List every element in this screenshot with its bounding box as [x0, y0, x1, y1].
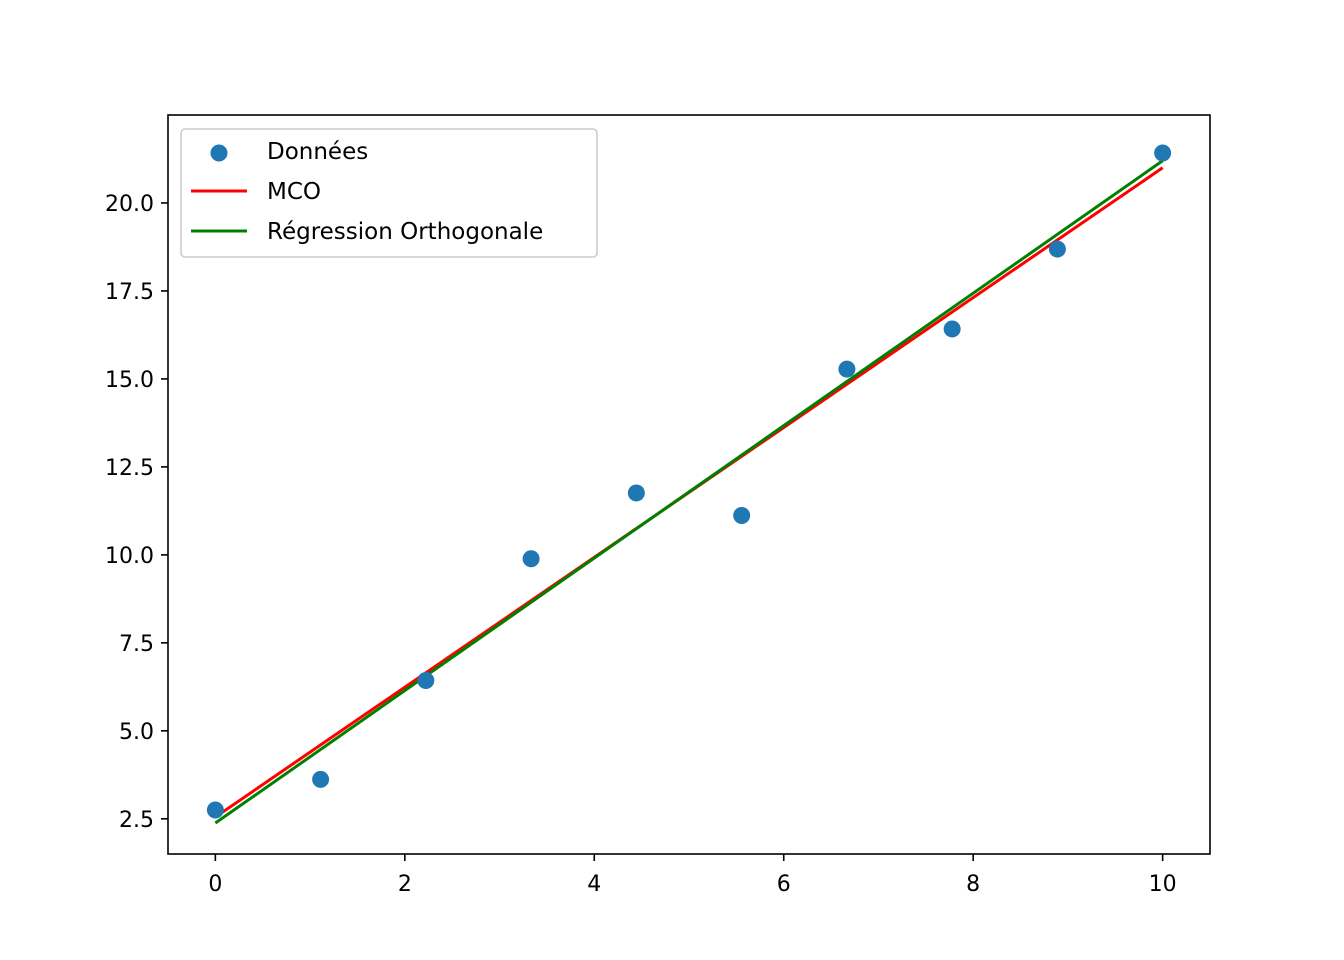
data-point: [627, 484, 645, 502]
y-tick-label: 12.5: [105, 456, 154, 481]
data-point: [1154, 144, 1172, 162]
x-tick-label: 6: [777, 872, 791, 897]
x-tick-label: 10: [1149, 872, 1177, 897]
y-tick-label: 20.0: [105, 192, 154, 217]
data-point: [312, 770, 330, 788]
data-point: [522, 550, 540, 568]
legend: Données MCO Régression Orthogonale: [180, 128, 598, 258]
x-tick-label: 4: [587, 872, 601, 897]
data-points: [206, 144, 1172, 819]
y-tick-label: 17.5: [105, 280, 154, 305]
legend-label: Données: [267, 139, 368, 165]
data-point: [733, 506, 751, 524]
data-point: [417, 672, 435, 690]
y-axis-ticks: 2.5 5.0 7.5 10.0 12.5 15.0 17.5 20.0: [105, 192, 168, 833]
x-tick-label: 0: [208, 872, 222, 897]
regression-lines: [214, 159, 1164, 825]
legend-marker-scatter: [210, 144, 228, 162]
y-tick-label: 10.0: [105, 544, 154, 569]
line-orthogonal-regression: [214, 159, 1164, 825]
data-point: [1048, 240, 1066, 258]
y-tick-label: 5.0: [119, 720, 154, 745]
legend-box: [180, 128, 598, 258]
y-tick-label: 7.5: [119, 632, 154, 657]
data-point: [943, 320, 961, 338]
x-tick-label: 2: [398, 872, 412, 897]
data-point: [206, 801, 224, 819]
x-axis-ticks: 0 2 4 6 8 10: [208, 854, 1177, 897]
y-tick-label: 15.0: [105, 368, 154, 393]
legend-label: MCO: [267, 179, 321, 205]
x-tick-label: 8: [966, 872, 980, 897]
plot-area-frame: [167, 114, 1211, 855]
data-point: [838, 360, 856, 378]
legend-label: Régression Orthogonale: [267, 219, 543, 245]
y-tick-label: 2.5: [119, 808, 154, 833]
